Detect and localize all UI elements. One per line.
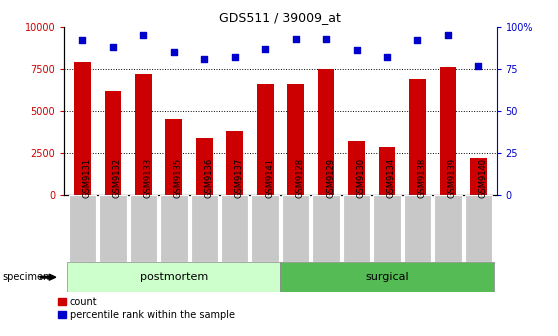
Bar xyxy=(104,91,121,195)
Point xyxy=(108,44,117,50)
Bar xyxy=(74,62,91,195)
Text: GSM9137: GSM9137 xyxy=(235,158,244,198)
Text: GSM9138: GSM9138 xyxy=(417,158,426,198)
Text: postmortem: postmortem xyxy=(140,272,208,282)
Text: GSM9133: GSM9133 xyxy=(143,158,152,198)
Bar xyxy=(69,195,96,262)
Bar xyxy=(379,147,396,195)
Point xyxy=(261,46,270,51)
Bar xyxy=(287,84,304,195)
Point xyxy=(169,49,178,55)
Point xyxy=(200,56,209,61)
Text: surgical: surgical xyxy=(365,272,409,282)
Bar xyxy=(318,69,334,195)
Text: GSM9140: GSM9140 xyxy=(478,158,487,198)
Text: GSM9129: GSM9129 xyxy=(326,158,335,198)
Point xyxy=(291,36,300,41)
Text: GSM9131: GSM9131 xyxy=(83,158,92,198)
Point xyxy=(139,33,148,38)
Bar xyxy=(67,262,280,292)
Bar xyxy=(470,158,487,195)
Point xyxy=(413,38,422,43)
Bar xyxy=(257,84,273,195)
Text: GSM9136: GSM9136 xyxy=(204,158,213,198)
Bar xyxy=(165,119,182,195)
Point xyxy=(352,48,361,53)
Point xyxy=(230,54,239,60)
Bar xyxy=(409,79,426,195)
Bar xyxy=(129,195,157,262)
Bar xyxy=(343,195,371,262)
Bar xyxy=(280,262,494,292)
Bar xyxy=(348,141,365,195)
Bar xyxy=(252,195,279,262)
Text: specimen: specimen xyxy=(3,272,50,282)
Bar xyxy=(196,138,213,195)
Bar xyxy=(282,195,309,262)
Text: GSM9128: GSM9128 xyxy=(296,158,305,198)
Bar xyxy=(404,195,431,262)
Bar xyxy=(190,195,218,262)
Bar xyxy=(373,195,401,262)
Bar xyxy=(135,74,152,195)
Legend: count, percentile rank within the sample: count, percentile rank within the sample xyxy=(58,297,234,320)
Point xyxy=(383,54,392,60)
Point xyxy=(321,36,330,41)
Bar xyxy=(434,195,461,262)
Bar xyxy=(440,67,456,195)
Text: GSM9141: GSM9141 xyxy=(265,158,274,198)
Text: GSM9139: GSM9139 xyxy=(448,158,457,198)
Title: GDS511 / 39009_at: GDS511 / 39009_at xyxy=(219,11,341,24)
Bar xyxy=(465,195,492,262)
Point xyxy=(474,63,483,68)
Text: GSM9134: GSM9134 xyxy=(387,158,396,198)
Bar xyxy=(99,195,127,262)
Point xyxy=(78,38,87,43)
Text: GSM9130: GSM9130 xyxy=(357,158,365,198)
Point xyxy=(444,33,453,38)
Text: GSM9135: GSM9135 xyxy=(174,158,183,198)
Bar xyxy=(312,195,340,262)
Bar xyxy=(160,195,187,262)
Text: GSM9132: GSM9132 xyxy=(113,158,122,198)
Bar xyxy=(227,131,243,195)
Bar xyxy=(221,195,248,262)
